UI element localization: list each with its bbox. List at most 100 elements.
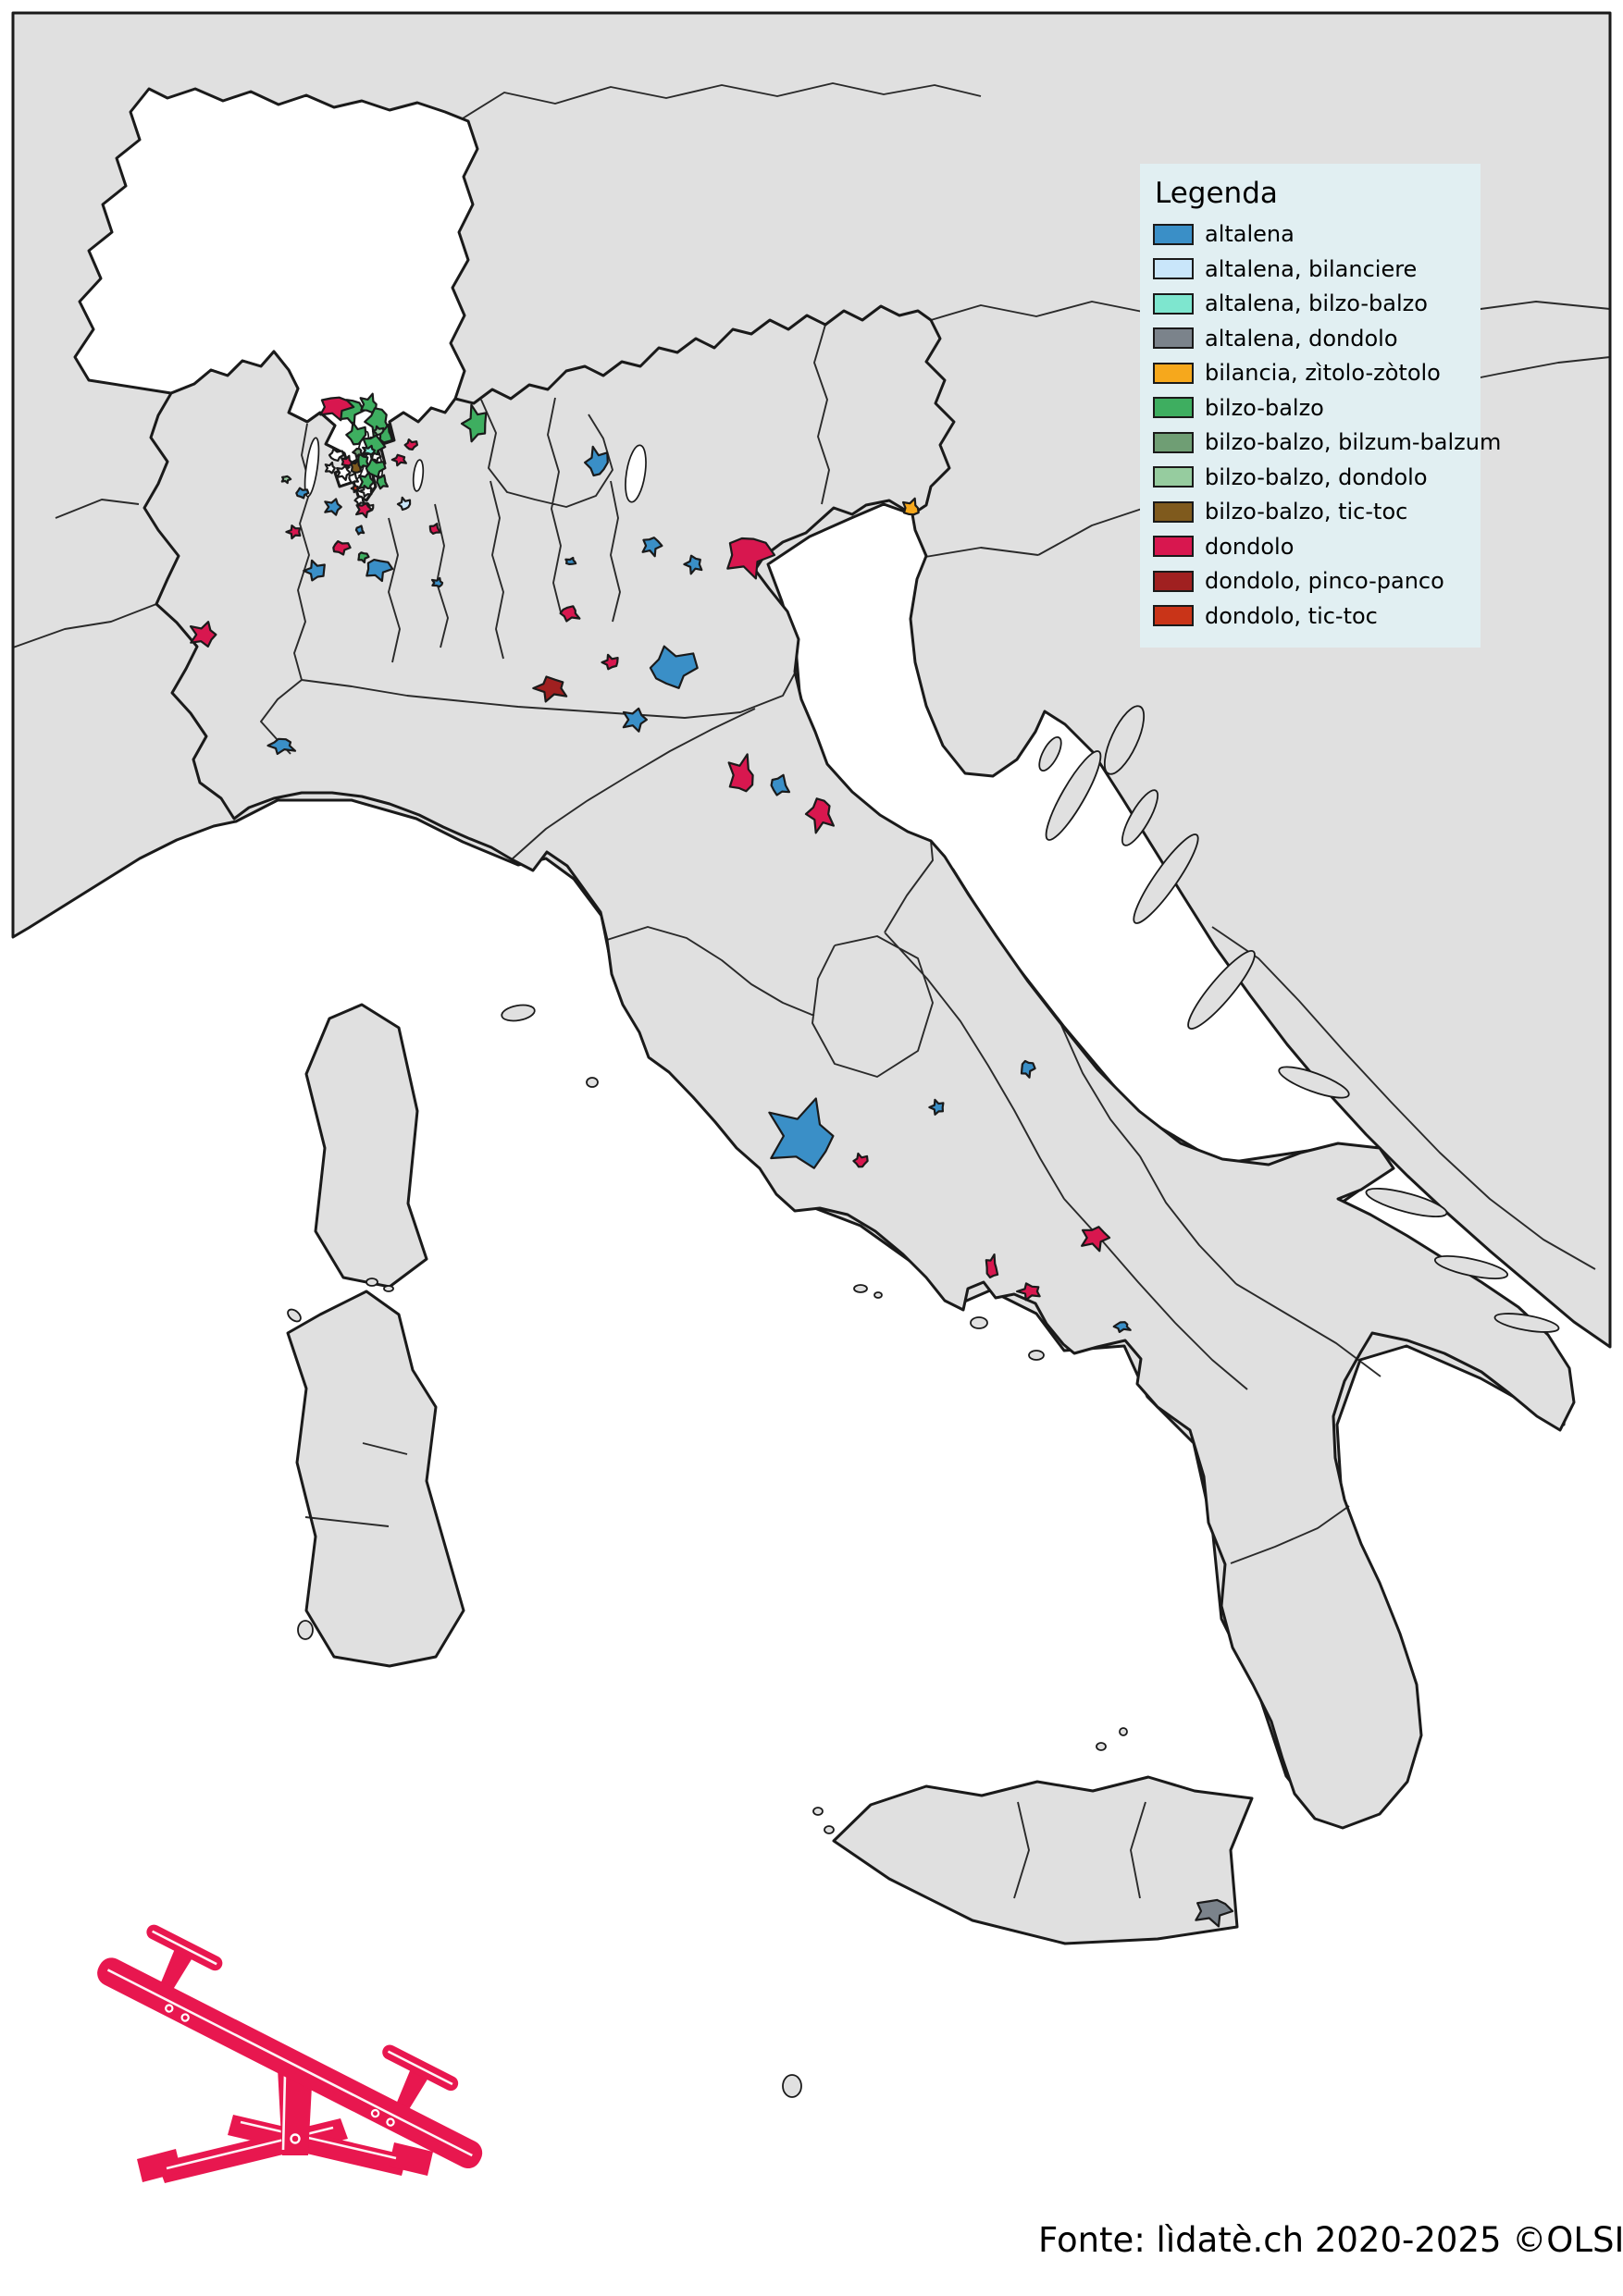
map-legend: Legenda altalena altalena, bilanciere alta… [1140,164,1501,648]
municipality-marker-dondolo [804,797,835,834]
legend-item-label: altalena, bilzo-balzo [1205,290,1428,316]
legend-item-label: bilzo-balzo, tic-toc [1205,499,1408,525]
municipality-marker-bilzo-balzo [365,457,387,478]
municipality-marker-bilzo-balzo [352,452,370,472]
seesaw-illustration [97,1924,483,2183]
legend-item: dondolo, tic-toc [1153,605,1481,627]
municipality-marker-altalena [649,645,699,689]
municipality-marker-altalena [1112,1321,1132,1333]
municipality-marker-no-data [328,448,345,463]
municipality-marker-altalena-bilanciere [396,496,412,512]
municipality-marker-altalena [365,559,394,583]
legend-item-label: bilzo-balzo, bilzum-balzum [1205,429,1502,455]
municipality-marker-altalena [266,737,297,756]
province-borders [260,324,1381,1899]
municipality-marker-no-data [335,464,352,481]
legend-item: altalena [1153,223,1481,245]
municipality-marker-bilzo-balzo-bilzum-balzum [352,448,365,459]
municipality-marker-dondolo [852,1152,869,1168]
municipality-marker-altalena [295,487,310,500]
municipality-marker-bilzo-balzo [376,474,389,490]
municipality-marker-dondolo-pinco-panco [532,675,568,703]
municipality-marker-bilzo-balzo-dondolo [371,425,385,437]
municipality-marker-no-data [348,472,359,485]
municipality-marker-dondolo [341,454,353,467]
municipality-marker-altalena-bilzo-balzo [362,444,377,456]
municipality-marker-altalena [928,1098,945,1116]
legend-color-swatch [1153,431,1194,453]
municipality-marker-dondolo [1016,1282,1041,1302]
legend-color-swatch [1153,362,1194,384]
municipality-marker-dondolo [1081,1226,1111,1253]
municipality-marker-dondolo [332,540,352,556]
legend-color-swatch [1153,570,1194,592]
sardinia-outline [286,1290,465,1668]
municipality-marker-dondolo [319,396,355,422]
municipality-marker-altalena [584,445,609,477]
municipality-marker-bilzo-balzo-tic-toc [350,458,363,474]
municipality-marker-dondolo [985,1253,999,1278]
italy-outline [142,304,1576,1830]
legend-color-swatch [1153,466,1194,488]
municipality-marker-altalena [564,556,577,565]
legend-item-label: bilancia, zìtolo-zòtolo [1205,360,1441,386]
municipality-marker-dondolo [428,523,441,535]
sicily-outline [832,1775,1254,1945]
municipality-marker-dondolo [355,501,373,519]
municipality-marker-no-data [324,461,336,475]
municipality-marker-bilzo-balzo [345,421,367,446]
municipality-marker-no-data [371,451,382,463]
municipality-marker-altalena [683,554,703,575]
source-attribution: Fonte: lìdatè.ch 2020-2025 ©OLSI [1038,2220,1623,2260]
municipality-marker-bilancia-zitolo-zotolo [901,497,920,516]
municipality-marker-dondolo [390,453,407,467]
municipality-marker-altalena [622,707,648,733]
municipality-marker-dondolo [403,438,418,451]
legend-item: altalena, bilanciere [1153,258,1481,280]
municipality-marker-dondolo [189,621,217,648]
adriatic-islands [1038,705,1560,1333]
legend-item: bilancia, zìtolo-zòtolo [1153,362,1481,384]
municipality-markers-layer [189,392,1234,1928]
municipality-marker-altalena [768,1097,835,1169]
legend-item: dondolo [1153,536,1481,558]
legend-item: altalena, dondolo [1153,327,1481,350]
municipality-marker-bilzo-balzo [357,551,370,564]
legend-color-swatch [1153,223,1194,245]
municipality-marker-altalena [303,559,326,582]
municipality-marker-bilzo-balzo [460,403,488,443]
municipality-marker-no-data [353,495,366,506]
legend-color-swatch [1153,536,1194,557]
municipality-marker-altalena [1020,1059,1036,1079]
legend-item-label: dondolo, pinco-panco [1205,568,1444,594]
legend-item-label: altalena [1205,221,1295,247]
municipality-marker-altalena [324,498,342,516]
legend-item-label: altalena, dondolo [1205,325,1398,352]
municipality-marker-dondolo-tic-toc [350,484,360,494]
legend-item-label: dondolo [1205,533,1295,560]
legend-item: bilzo-balzo, tic-toc [1153,500,1481,523]
legend-color-swatch [1153,327,1194,349]
legend-item-label: altalena, bilanciere [1205,255,1418,282]
legend-title: Legenda [1155,177,1278,210]
legend-color-swatch [1153,500,1194,523]
legend-item: bilzo-balzo, bilzum-balzum [1153,431,1501,453]
legend-item: altalena, bilzo-balzo [1153,292,1481,315]
municipality-marker-bilzo-balzo-dondolo [280,475,292,485]
municipality-marker-dondolo [601,653,619,671]
legend-item: dondolo, pinco-panco [1153,570,1481,592]
municipality-marker-dondolo [559,605,581,623]
municipality-marker-dondolo [727,753,754,793]
municipality-marker-dondolo [285,525,302,540]
legend-item-label: bilzo-balzo [1205,394,1324,421]
municipality-marker-no-data [358,484,373,498]
small-islands [287,1004,1128,2098]
municipality-marker-altalena [770,773,791,796]
municipality-marker-altalena [354,525,365,536]
legend-item-label: dondolo, tic-toc [1205,602,1378,629]
legend-color-swatch [1153,397,1194,418]
municipality-marker-altalena [641,537,663,558]
legend-color-swatch [1153,258,1194,279]
legend-items: altalena altalena, bilanciere altalena, bi… [1153,223,1501,627]
